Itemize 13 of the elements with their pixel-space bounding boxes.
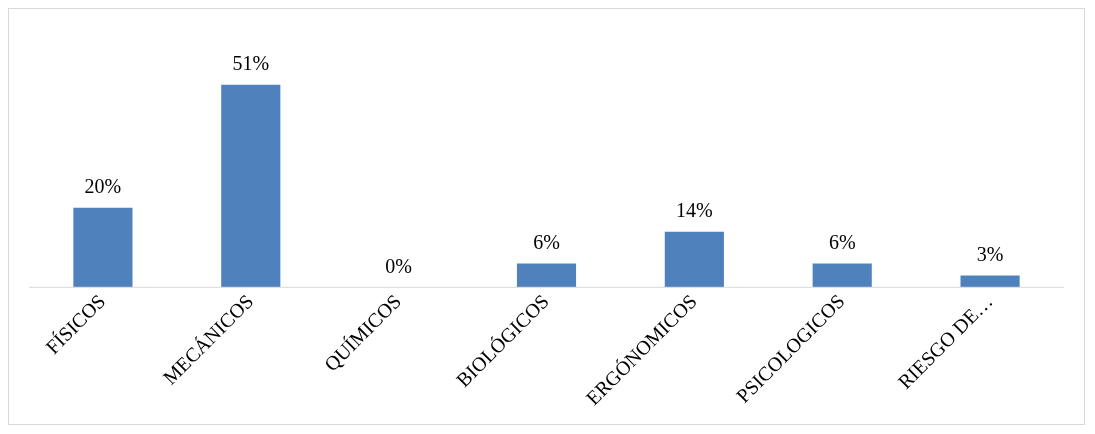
bar: [812, 263, 872, 288]
bar: [960, 275, 1020, 288]
bar: [221, 84, 281, 288]
bar: [664, 231, 724, 288]
data-label: 51%: [232, 52, 270, 74]
bar: [516, 263, 577, 288]
data-label: 20%: [84, 175, 122, 198]
data-label: 14%: [676, 198, 713, 221]
data-label: 6%: [533, 230, 560, 253]
data-label: 6%: [828, 230, 856, 253]
bar: [73, 207, 133, 288]
data-label: 3%: [976, 242, 1004, 265]
data-label: 0%: [385, 254, 412, 277]
